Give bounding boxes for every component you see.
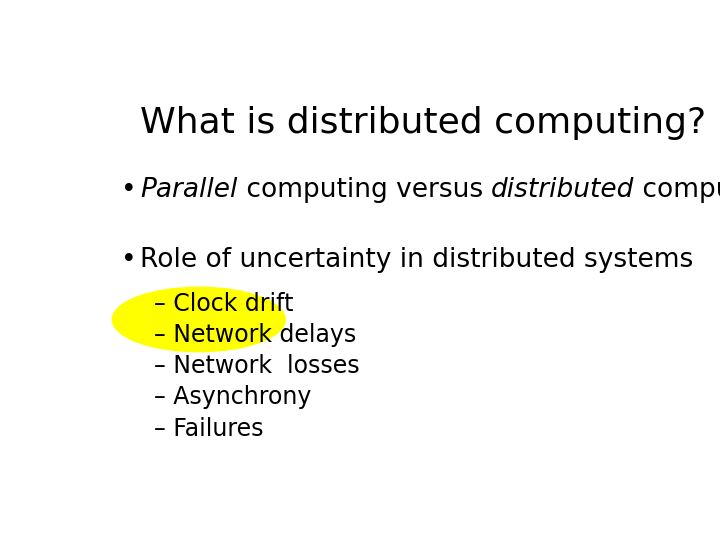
Ellipse shape xyxy=(112,287,285,352)
Text: distributed: distributed xyxy=(491,177,634,202)
Text: What is distributed computing?: What is distributed computing? xyxy=(140,106,706,140)
Text: •: • xyxy=(121,247,136,273)
Text: – Network delays: – Network delays xyxy=(154,323,356,347)
Text: computing: computing xyxy=(634,177,720,202)
Text: Parallel: Parallel xyxy=(140,177,238,202)
Text: – Failures: – Failures xyxy=(154,417,264,441)
Text: – Clock drift: – Clock drift xyxy=(154,292,294,316)
Text: – Asynchrony: – Asynchrony xyxy=(154,386,312,409)
Text: – Network  losses: – Network losses xyxy=(154,354,360,378)
Text: computing versus: computing versus xyxy=(238,177,491,202)
Text: •: • xyxy=(121,177,136,202)
Text: Role of uncertainty in distributed systems: Role of uncertainty in distributed syste… xyxy=(140,247,693,273)
